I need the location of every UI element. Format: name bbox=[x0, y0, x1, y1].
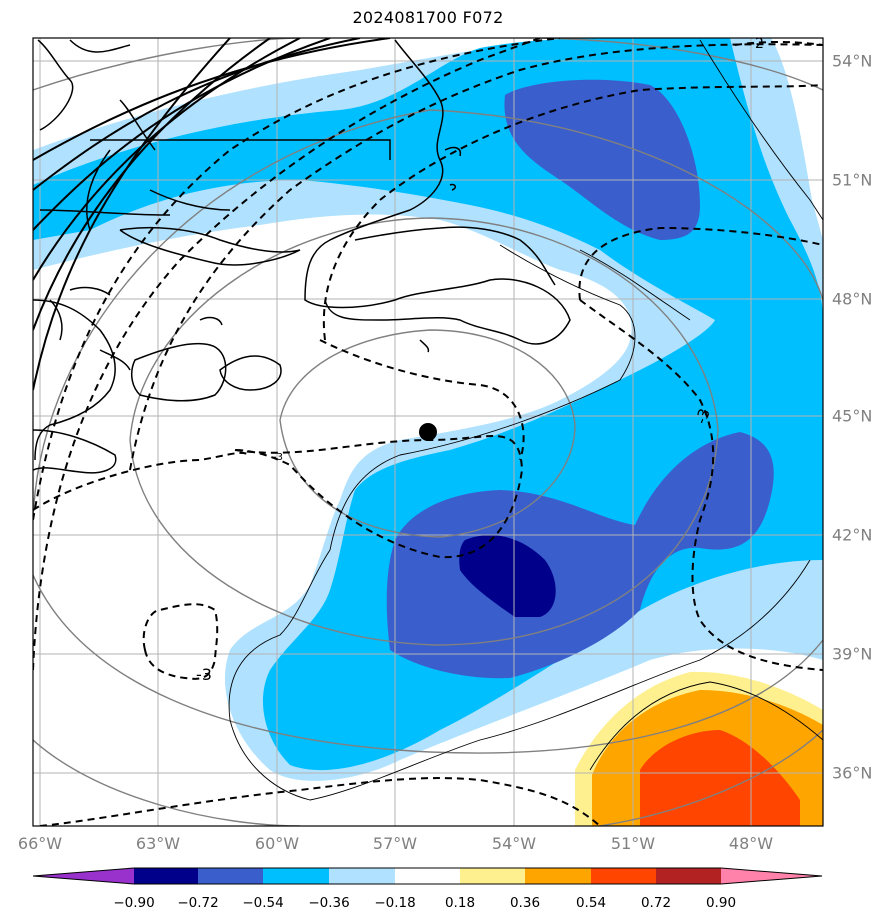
colorbar-tick: 0.90 bbox=[705, 895, 737, 911]
latitude-label: 36°N bbox=[832, 763, 873, 783]
colorbar-tick: −0.54 bbox=[242, 895, 284, 911]
colorbar-tick: −0.36 bbox=[308, 895, 350, 911]
colorbar-cell bbox=[395, 868, 460, 884]
colorbar-cell bbox=[656, 868, 721, 884]
longitude-label: 63°W bbox=[135, 834, 181, 853]
longitude-label: 57°W bbox=[372, 834, 418, 853]
latitude-label: 51°N bbox=[832, 170, 873, 190]
colorbar-tick: 0.36 bbox=[509, 895, 541, 911]
map-frame bbox=[32, 37, 824, 827]
contour-label: -3 bbox=[196, 665, 212, 684]
contour-label: -2 bbox=[750, 36, 764, 52]
colorbar-cell bbox=[525, 868, 591, 884]
colorbar-cell bbox=[591, 868, 656, 884]
dashed-contours bbox=[33, 38, 823, 826]
colorbar bbox=[32, 867, 823, 885]
longitude-label: 66°W bbox=[17, 834, 63, 853]
colorbar-cell bbox=[134, 868, 198, 884]
longitude-label: 60°W bbox=[254, 834, 300, 853]
colorbar-tick: 0.18 bbox=[444, 895, 476, 911]
longitude-label: 51°W bbox=[610, 834, 656, 853]
navy-field bbox=[459, 535, 556, 617]
royal-blue-field-north bbox=[504, 79, 700, 240]
colorbar-cell bbox=[263, 868, 329, 884]
latitude-label: 45°N bbox=[832, 406, 873, 426]
colorbar-cell bbox=[721, 868, 822, 884]
colorbar-tick: −0.90 bbox=[113, 895, 155, 911]
storm-center-marker bbox=[419, 423, 437, 441]
zero-contour bbox=[228, 39, 823, 801]
royal-blue-field-south bbox=[386, 432, 774, 679]
coastlines bbox=[33, 39, 571, 474]
colorbar-cell bbox=[460, 868, 525, 884]
map-title: 2024081700 F072 bbox=[352, 8, 504, 27]
solid-contours bbox=[33, 38, 391, 391]
colorbar-cell bbox=[329, 868, 395, 884]
contour-label: -3 bbox=[273, 452, 283, 463]
colorbar-tick: 0.72 bbox=[640, 895, 672, 911]
latitude-label: 42°N bbox=[832, 525, 873, 545]
colorbar-cell bbox=[33, 868, 134, 884]
latitude-label: 54°N bbox=[832, 51, 873, 71]
contour-label: -3 bbox=[692, 406, 714, 426]
latitude-label: 39°N bbox=[832, 644, 873, 664]
longitude-label: 54°W bbox=[491, 834, 537, 853]
colorbar-tick: −0.18 bbox=[374, 895, 416, 911]
longitude-label: 48°W bbox=[728, 834, 774, 853]
latitude-label: 48°N bbox=[832, 289, 873, 309]
colorbar-tick: 0.54 bbox=[575, 895, 607, 911]
colorbar-tick: −0.72 bbox=[177, 895, 219, 911]
colorbar-cell bbox=[198, 868, 263, 884]
colorbar-outline bbox=[32, 867, 823, 885]
graticule bbox=[33, 38, 823, 826]
red-orange-field bbox=[640, 730, 800, 826]
